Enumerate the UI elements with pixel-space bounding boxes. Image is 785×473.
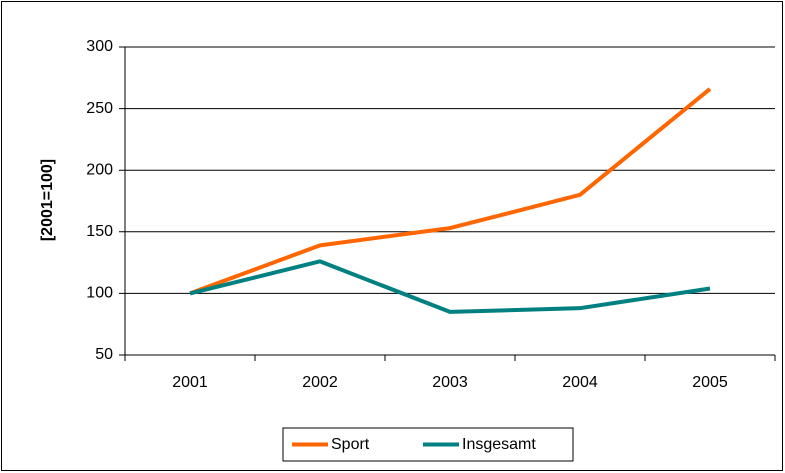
series-line xyxy=(189,87,712,296)
y-tick-label: 50 xyxy=(95,346,113,363)
y-tick-label: 100 xyxy=(86,285,113,302)
x-tick-label: 2003 xyxy=(432,374,468,391)
series-line xyxy=(189,259,711,314)
y-tick-label: 200 xyxy=(86,161,113,178)
y-tick-label: 300 xyxy=(86,38,113,55)
x-tick-label: 2005 xyxy=(692,374,728,391)
y-tick-label: 150 xyxy=(86,223,113,240)
x-tick-label: 2001 xyxy=(172,374,208,391)
x-tick-label: 2002 xyxy=(302,374,338,391)
legend-label: Sport xyxy=(331,436,370,453)
y-axis-label: [2001=100] xyxy=(39,159,56,241)
x-tick-label: 2004 xyxy=(562,374,598,391)
y-tick-label: 250 xyxy=(86,100,113,117)
legend-label: Insgesamt xyxy=(462,436,536,453)
